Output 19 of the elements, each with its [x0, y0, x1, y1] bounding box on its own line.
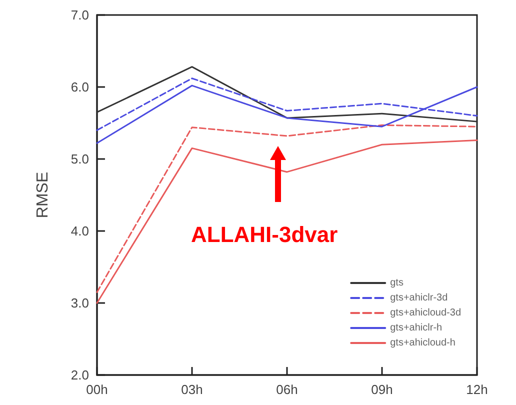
- x-tick-label: 00h: [86, 382, 108, 397]
- legend-label: gts+ahiclr-3d: [390, 292, 448, 304]
- y-tick-label: 3.0: [70, 296, 89, 310]
- legend-label: gts: [390, 278, 404, 288]
- x-tick-label: 09h: [371, 382, 393, 397]
- y-tick-label: 4.0: [70, 224, 89, 238]
- x-tick-label: 06h: [276, 382, 298, 397]
- legend-label: gts+ahicloud-h: [390, 338, 456, 348]
- x-tick-label: 12h: [466, 382, 488, 397]
- y-tick-label: 2.0: [70, 368, 89, 382]
- legend-label: gts+ahicloud-3d: [390, 308, 462, 318]
- y-tick-label: 7.0: [70, 8, 89, 22]
- y-tick-label: 6.0: [70, 80, 89, 94]
- x-tick-label: 03h: [181, 382, 203, 397]
- y-axis-title: RMSE: [34, 172, 52, 218]
- line-series: [96, 66, 478, 122]
- legend-label: gts+ahiclr-h: [390, 322, 442, 334]
- annotation: ALLAHI-3dvar: [191, 222, 338, 248]
- y-tick-label: 5.0: [70, 152, 89, 166]
